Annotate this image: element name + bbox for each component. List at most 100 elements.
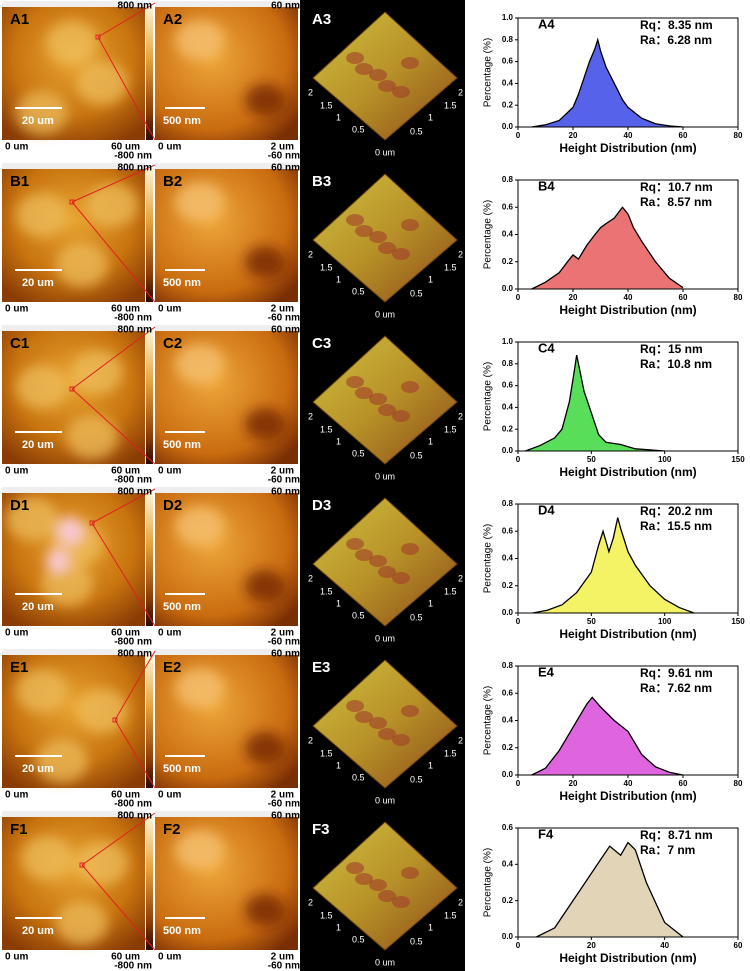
surface-feature xyxy=(392,572,410,584)
surface-feature xyxy=(378,404,396,416)
axis-3d-label: 2 xyxy=(308,897,313,907)
axis-3d-label: 2 xyxy=(458,735,463,745)
cell xyxy=(21,836,73,880)
zoom-line xyxy=(97,2,156,38)
panel-label: B2 xyxy=(163,173,182,190)
y-tick-label: 0.2 xyxy=(502,100,514,109)
annotation: Rq：20.2 nm xyxy=(640,504,713,518)
axis-3d-label: 1 xyxy=(428,760,433,770)
x-tick-label: 0 xyxy=(516,779,521,788)
y-tick-label: 0.2 xyxy=(502,257,514,266)
scale-label: 500 nm xyxy=(163,763,201,775)
axis-label: 0 um xyxy=(158,790,181,801)
zoom-line xyxy=(71,326,156,390)
y-tick-label: 0.0 xyxy=(502,122,514,131)
annotation: Ra：7 nm xyxy=(640,843,695,857)
y-tick-label: 1.0 xyxy=(502,337,514,346)
area xyxy=(531,207,683,289)
x-tick-label: 60 xyxy=(679,779,688,788)
panel-label: E1 xyxy=(10,659,28,676)
axis-3d-label: 1 xyxy=(428,922,433,932)
y-axis-title: Percentage (%) xyxy=(483,524,494,593)
column-background xyxy=(300,0,465,971)
z-min-label: -800 nm xyxy=(114,961,152,971)
zoom-line xyxy=(71,201,156,303)
x-tick-label: 100 xyxy=(658,617,672,626)
x-tick-label: 40 xyxy=(660,941,669,950)
cell xyxy=(36,739,88,783)
panel-label: E3 xyxy=(312,659,330,676)
texture xyxy=(175,668,285,764)
axis-label: 60 um xyxy=(111,790,140,801)
annotation: Rq：8.71 nm xyxy=(640,828,713,842)
axis-3d-label: 2 xyxy=(308,411,313,421)
texture xyxy=(175,182,285,278)
x-tick-label: 20 xyxy=(569,293,578,302)
zoom-line xyxy=(81,864,156,951)
surface-feature xyxy=(392,86,410,98)
color-bar xyxy=(146,168,153,302)
panel-label: C1 xyxy=(10,335,29,352)
zoom-line xyxy=(81,812,156,866)
zoom-box xyxy=(79,862,85,868)
axis-label: 2 um xyxy=(271,304,294,315)
y-tick-label: 0.8 xyxy=(502,35,514,44)
axis-label: 2 um xyxy=(271,628,294,639)
surface-feature xyxy=(355,873,373,885)
axis-3d-label: 2 xyxy=(458,573,463,583)
surface-feature xyxy=(378,728,396,740)
surface-feature xyxy=(369,231,387,243)
axis-3d-label: 1 xyxy=(428,598,433,608)
annotation: Rq：10.7 nm xyxy=(640,180,713,194)
panel-label: D4 xyxy=(538,502,555,517)
axis-label: 0 um xyxy=(158,466,181,477)
axis-3d-label: 1.5 xyxy=(444,748,457,758)
annotation: Ra：15.5 nm xyxy=(640,519,712,533)
annotation: Rq：15 nm xyxy=(640,342,703,356)
y-tick-label: 0.6 xyxy=(502,688,514,697)
panel-label: C4 xyxy=(538,340,555,355)
panel-label: F1 xyxy=(10,821,28,838)
surface-feature xyxy=(392,734,410,746)
afm-image xyxy=(155,489,298,626)
cells xyxy=(16,669,128,783)
bright xyxy=(175,506,225,546)
toolbar xyxy=(155,811,298,817)
axis-3d-label: 1 xyxy=(336,112,341,122)
surface-feature xyxy=(378,242,396,254)
axis-3d-label: 0 um xyxy=(375,309,395,319)
toolbar xyxy=(2,325,145,331)
axis-3d-label: 1 xyxy=(336,436,341,446)
scale-label: 500 nm xyxy=(163,925,201,937)
z-max-label: 800 nm xyxy=(118,1,153,12)
y-tick-label: 0.6 xyxy=(502,823,514,832)
afm-image xyxy=(155,3,298,140)
x-axis-title: Height Distribution (nm) xyxy=(559,951,696,965)
line xyxy=(531,206,684,290)
axis-label: 0 um xyxy=(158,952,181,963)
y-tick-label: 0.4 xyxy=(502,230,514,239)
y-tick-label: 0.2 xyxy=(502,424,514,433)
z-min-label: -800 nm xyxy=(114,475,152,486)
y-tick-label: 0.4 xyxy=(502,716,514,725)
x-tick-label: 0 xyxy=(516,293,521,302)
area xyxy=(531,39,683,127)
line xyxy=(531,37,684,128)
y-tick-label: 0.8 xyxy=(502,499,514,508)
y-tick-label: 1.0 xyxy=(502,13,514,22)
surface-feature xyxy=(369,69,387,81)
afm-image xyxy=(155,327,298,464)
cell xyxy=(86,183,138,227)
surface-feature xyxy=(346,376,364,388)
y-tick-label: 0.0 xyxy=(502,446,514,455)
y-tick-label: 0.6 xyxy=(502,57,514,66)
y-tick-label: 0.0 xyxy=(502,608,514,617)
axis-label: 0 um xyxy=(5,790,28,801)
y-axis-title: Percentage (%) xyxy=(483,686,494,755)
cell xyxy=(46,21,98,65)
surface-feature xyxy=(378,890,396,902)
cells xyxy=(16,183,138,287)
axis-3d-label: 1.5 xyxy=(320,586,333,596)
toolbar xyxy=(155,325,298,331)
axis-label: 0 um xyxy=(5,466,28,477)
